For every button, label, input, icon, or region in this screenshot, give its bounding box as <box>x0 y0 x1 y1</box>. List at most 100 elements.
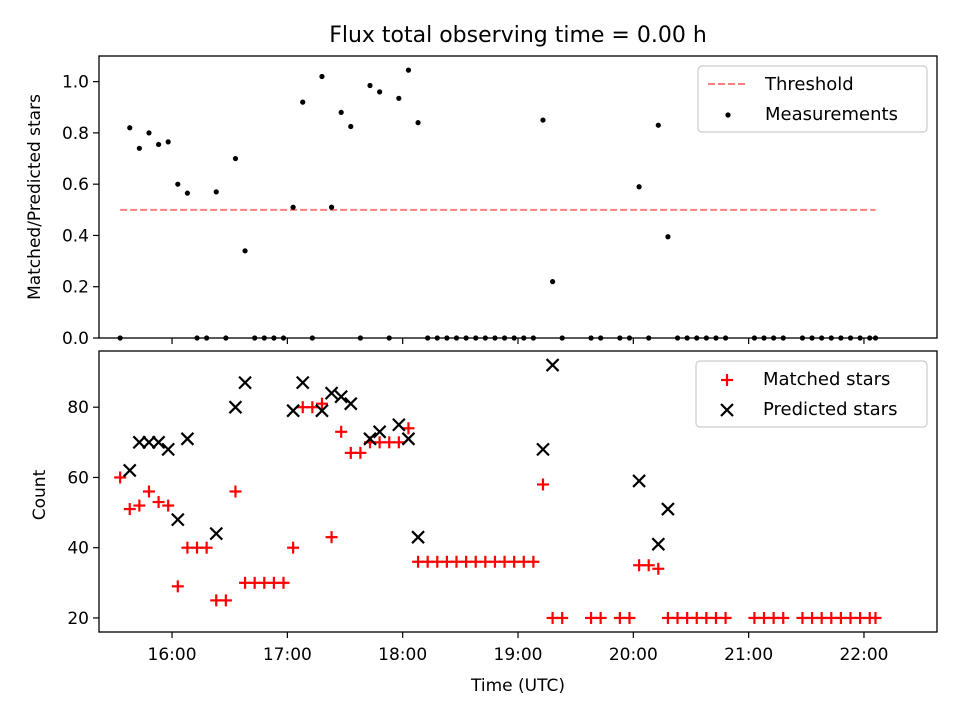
predicted-star-point <box>295 375 310 390</box>
predicted-star-point <box>122 463 137 478</box>
predicted-star-point <box>286 403 300 418</box>
predicted-star-stroke-b <box>536 442 550 457</box>
count-y-axis-label: Count <box>30 469 50 520</box>
ratio-y-tick-label: 0.6 <box>62 175 89 195</box>
matched-star-point <box>335 425 348 438</box>
predicted-star-stroke-b <box>411 530 425 544</box>
predicted-star-point <box>151 435 166 450</box>
predicted-star-point <box>392 417 406 432</box>
count-data-layer <box>114 358 882 624</box>
predicted-star-stroke-b <box>315 403 329 418</box>
predicted-star-point <box>238 375 252 390</box>
matched-star-point <box>229 485 242 498</box>
predicted-star-stroke-b <box>392 417 406 432</box>
matched-star-point <box>171 580 184 593</box>
measurement-point <box>549 279 556 285</box>
predicted-star-point <box>171 512 185 527</box>
predicted-star-stroke-b <box>122 463 137 478</box>
predicted-star-point <box>209 526 224 541</box>
measurement-point <box>396 95 402 101</box>
predicted-star-stroke-b <box>651 537 666 551</box>
predicted-star-stroke-b <box>334 389 348 404</box>
predicted-star-stroke-b <box>151 435 166 450</box>
predicted-legend-label: Predicted stars <box>763 399 897 420</box>
matched-star-point <box>354 446 367 459</box>
x-axis-label: Time (UTC) <box>470 676 565 696</box>
predicted-star-stroke-b <box>344 396 358 411</box>
matched-star-point <box>642 559 655 572</box>
matched-star-point <box>777 611 790 624</box>
predicted-star-point <box>372 425 387 439</box>
matched-star-point <box>594 611 607 624</box>
count-panel: 16:00 17:00 18:00 19:00 20:00 21:00 22:00 20 40 6… <box>30 350 938 696</box>
predicted-star-point <box>344 396 358 411</box>
ratio-data-layer <box>117 67 879 341</box>
x-tick-label: 22:00 <box>839 645 888 665</box>
predicted-star-stroke-b <box>363 432 377 446</box>
predicted-star-point <box>363 432 377 446</box>
ratio-legend-box <box>697 65 928 133</box>
matched-star-point <box>219 594 232 607</box>
predicted-star-stroke-b <box>545 358 560 372</box>
predicted-star-stroke-b <box>632 474 646 488</box>
measurement-point <box>184 190 191 196</box>
matched-star-point <box>402 422 415 435</box>
predicted-star-stroke-b <box>171 512 185 527</box>
predicted-star-stroke-b <box>209 526 224 541</box>
matched-star-point <box>556 611 569 624</box>
matched-legend-label: Matched stars <box>763 369 890 390</box>
measurement-point <box>367 82 373 89</box>
predicted-star-point <box>536 442 550 457</box>
ratio-panel: 0.0 0.2 0.4 0.6 0.8 1.0 Matched/Predicted sta… <box>25 55 938 349</box>
matched-star-point <box>325 531 338 544</box>
predicted-star-stroke-b <box>238 375 252 390</box>
ratio-y-tick-label: 0.0 <box>62 329 89 349</box>
measurement-point <box>213 189 219 195</box>
matched-star-point <box>623 611 636 624</box>
x-tick-label: 16:00 <box>148 645 197 665</box>
predicted-star-point <box>142 435 156 450</box>
measurement-point <box>319 73 325 80</box>
x-tick-label: 17:00 <box>263 645 312 665</box>
predicted-star-stroke-b <box>228 400 243 414</box>
count-legend: Matched stars Predicted stars <box>695 360 928 428</box>
measurement-point <box>290 204 296 210</box>
predicted-star-stroke-b <box>132 435 147 450</box>
matched-star-point <box>392 436 405 449</box>
threshold-legend-label: Threshold <box>764 74 854 95</box>
measurements-legend-swatch <box>725 112 731 118</box>
predicted-star-point <box>411 530 425 544</box>
ratio-y-tick-label: 0.8 <box>62 124 89 144</box>
measurement-point <box>415 120 421 126</box>
ratio-y-tick-label: 0.4 <box>62 226 89 246</box>
predicted-star-point <box>661 502 675 516</box>
matched-star-point <box>287 541 300 554</box>
predicted-star-stroke-b <box>161 442 175 457</box>
matched-star-point <box>162 499 175 512</box>
matched-legend-swatch <box>721 374 733 386</box>
measurement-point <box>165 139 171 145</box>
predicted-star-point <box>161 442 175 457</box>
ratio-axes: 0.0 0.2 0.4 0.6 0.8 1.0 <box>62 73 865 349</box>
count-y-tick-label: 80 <box>67 398 89 418</box>
count-legend-box <box>695 360 928 428</box>
predicted-star-point <box>334 389 348 404</box>
x-tick-label: 21:00 <box>724 645 773 665</box>
x-tick-label: 19:00 <box>494 645 543 665</box>
predicted-star-point <box>401 432 416 446</box>
measurement-point <box>636 184 642 190</box>
matched-star-point <box>133 499 146 512</box>
predicted-legend-swatch <box>720 403 734 417</box>
measurement-point <box>300 99 306 105</box>
measurement-point <box>348 123 354 130</box>
matched-star-point <box>114 471 127 484</box>
matched-star-point <box>315 397 328 410</box>
predicted-star-stroke-b <box>295 375 310 390</box>
measurement-point <box>328 204 335 210</box>
predicted-star-point <box>632 474 646 488</box>
measurement-point <box>242 248 248 254</box>
matched-star-point <box>123 503 136 516</box>
predicted-star-point <box>132 435 147 450</box>
ratio-y-tick-label: 1.0 <box>62 73 89 93</box>
